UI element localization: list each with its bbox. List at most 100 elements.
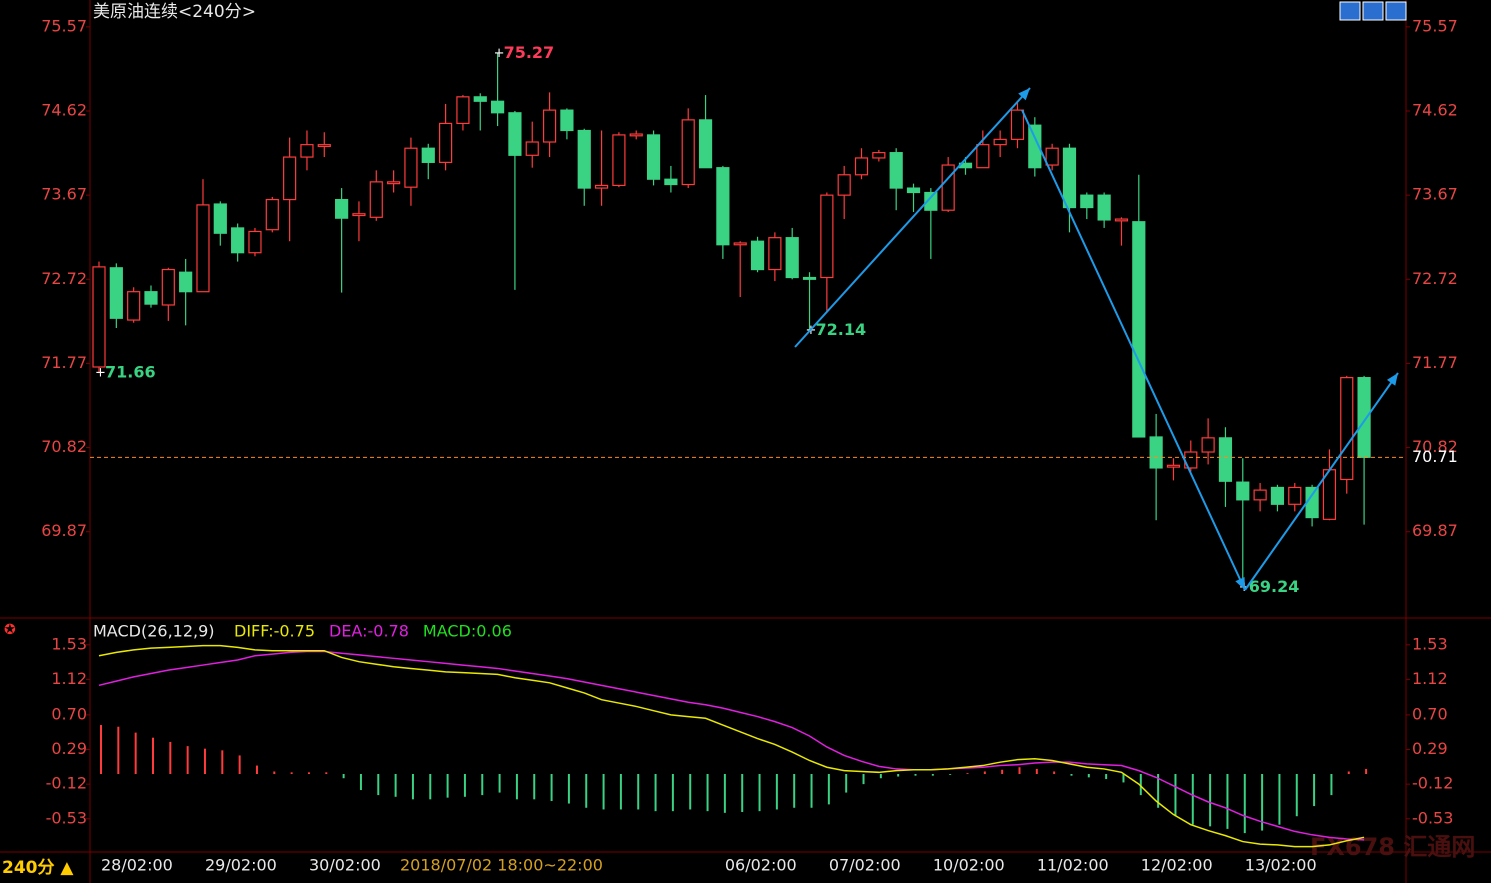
trend-arrows bbox=[794, 87, 1399, 591]
candle-body bbox=[681, 119, 695, 186]
candle-body bbox=[698, 119, 713, 169]
candle-body bbox=[889, 152, 903, 189]
candle-body bbox=[231, 227, 245, 254]
candle-body bbox=[872, 152, 886, 159]
y-tick-label-right: -0.12 bbox=[1412, 774, 1453, 793]
y-tick-label: 72.72 bbox=[41, 269, 87, 288]
x-tick-label: 07/02:00 bbox=[829, 856, 901, 875]
toolbar-icons[interactable] bbox=[1339, 1, 1407, 21]
extreme-label: 69.24 bbox=[1249, 577, 1300, 596]
candle-body bbox=[1149, 436, 1163, 469]
extreme-marker: + bbox=[494, 46, 505, 61]
legend-value: -0.75 bbox=[274, 622, 315, 641]
candle-body bbox=[490, 100, 505, 114]
y-tick-label-right: 71.77 bbox=[1412, 353, 1458, 372]
candle-body bbox=[1201, 437, 1215, 453]
x-tick-label: 11/02:00 bbox=[1037, 856, 1109, 875]
x-tick-label: 13/02:00 bbox=[1245, 856, 1317, 875]
y-tick-label: 0.29 bbox=[51, 739, 87, 758]
y-tick-label-right: -0.53 bbox=[1412, 808, 1453, 827]
legend-value: 0.06 bbox=[476, 622, 512, 641]
candle-body bbox=[421, 147, 435, 163]
candle-body bbox=[1010, 109, 1025, 140]
y-tick-label: 74.62 bbox=[41, 101, 87, 120]
trend-line bbox=[794, 87, 1031, 348]
y-tick-label: 1.53 bbox=[51, 634, 87, 653]
x-tick-label: 28/02:00 bbox=[101, 856, 173, 875]
trend-line bbox=[1244, 372, 1399, 591]
candle-body bbox=[1288, 486, 1302, 505]
indicator-icon[interactable]: ✪ bbox=[4, 622, 16, 638]
arrow-head bbox=[1235, 577, 1245, 590]
candle-body bbox=[127, 291, 141, 321]
candle-body bbox=[802, 276, 817, 280]
candle-body bbox=[213, 203, 227, 234]
candle-body bbox=[993, 138, 1007, 146]
arrow-head bbox=[1018, 88, 1030, 101]
legend-name: MACD: bbox=[423, 622, 476, 641]
y-tick-label-right: 1.53 bbox=[1412, 634, 1448, 653]
candle-body bbox=[750, 240, 765, 271]
candle-body bbox=[1340, 377, 1354, 481]
period-label[interactable]: 240分 ▲ bbox=[2, 858, 74, 878]
icon[interactable] bbox=[1339, 1, 1361, 21]
x-tick-label: 12/02:00 bbox=[1141, 856, 1213, 875]
last-price-label: 70.71 bbox=[1412, 447, 1458, 466]
candle-body bbox=[1270, 486, 1285, 505]
candle-body bbox=[439, 122, 453, 163]
y-tick-label: 1.12 bbox=[51, 669, 87, 688]
legend-name: DEA: bbox=[329, 622, 367, 641]
y-tick-label: -0.53 bbox=[46, 808, 87, 827]
candle-body bbox=[265, 198, 279, 231]
candle-body bbox=[387, 181, 401, 185]
candle-body bbox=[906, 187, 921, 194]
arrow-head bbox=[1386, 373, 1398, 386]
macd-line bbox=[98, 644, 1365, 848]
y-tick-label: 0.70 bbox=[51, 704, 87, 723]
icon[interactable] bbox=[1362, 1, 1384, 21]
candle-body bbox=[335, 198, 349, 219]
y-tick-label: 73.67 bbox=[41, 185, 87, 204]
candle-body bbox=[854, 157, 869, 176]
macd-line bbox=[98, 650, 1365, 841]
candle-body bbox=[473, 96, 487, 102]
x-tick-label: 29/02:00 bbox=[205, 856, 277, 875]
y-tick-label-right: 75.57 bbox=[1412, 16, 1458, 35]
candle-body bbox=[369, 181, 383, 218]
y-tick-label-right: 70.82 bbox=[1412, 437, 1458, 456]
candle-body bbox=[941, 164, 955, 211]
candle-body bbox=[525, 141, 539, 156]
crosshair-time: 2018/07/02 18:00~22:00 bbox=[400, 856, 603, 875]
candle-body bbox=[1114, 218, 1129, 222]
candle-body bbox=[508, 112, 522, 156]
candle-body bbox=[283, 156, 297, 201]
candle-body bbox=[179, 271, 193, 293]
candle-body bbox=[646, 134, 661, 180]
y-tick-label: -0.12 bbox=[46, 774, 87, 793]
extreme-label: 71.66 bbox=[105, 363, 156, 382]
y-tick-label-right: 0.70 bbox=[1412, 704, 1448, 723]
candle-body bbox=[612, 134, 626, 187]
candle-body bbox=[560, 109, 574, 132]
icon[interactable] bbox=[1385, 1, 1407, 21]
candle-body bbox=[1218, 437, 1233, 482]
legend-name: DIFF: bbox=[234, 622, 274, 641]
y-tick-label: 71.77 bbox=[41, 353, 87, 372]
candle-body bbox=[1236, 481, 1250, 501]
candle-body bbox=[733, 242, 747, 246]
candle-body bbox=[785, 237, 799, 279]
y-tick-label-right: 72.72 bbox=[1412, 269, 1458, 288]
candle-body bbox=[768, 237, 782, 271]
candle-body bbox=[1045, 147, 1059, 166]
candle-body bbox=[594, 184, 609, 189]
candle-body bbox=[196, 204, 210, 293]
candle-body bbox=[1028, 124, 1042, 169]
candle-body bbox=[109, 267, 123, 319]
y-tick-label-right: 73.67 bbox=[1412, 185, 1458, 204]
candle-body bbox=[1253, 489, 1267, 501]
candle-body bbox=[161, 268, 175, 306]
legend-value: -0.78 bbox=[367, 622, 408, 641]
candle-body bbox=[664, 178, 678, 186]
